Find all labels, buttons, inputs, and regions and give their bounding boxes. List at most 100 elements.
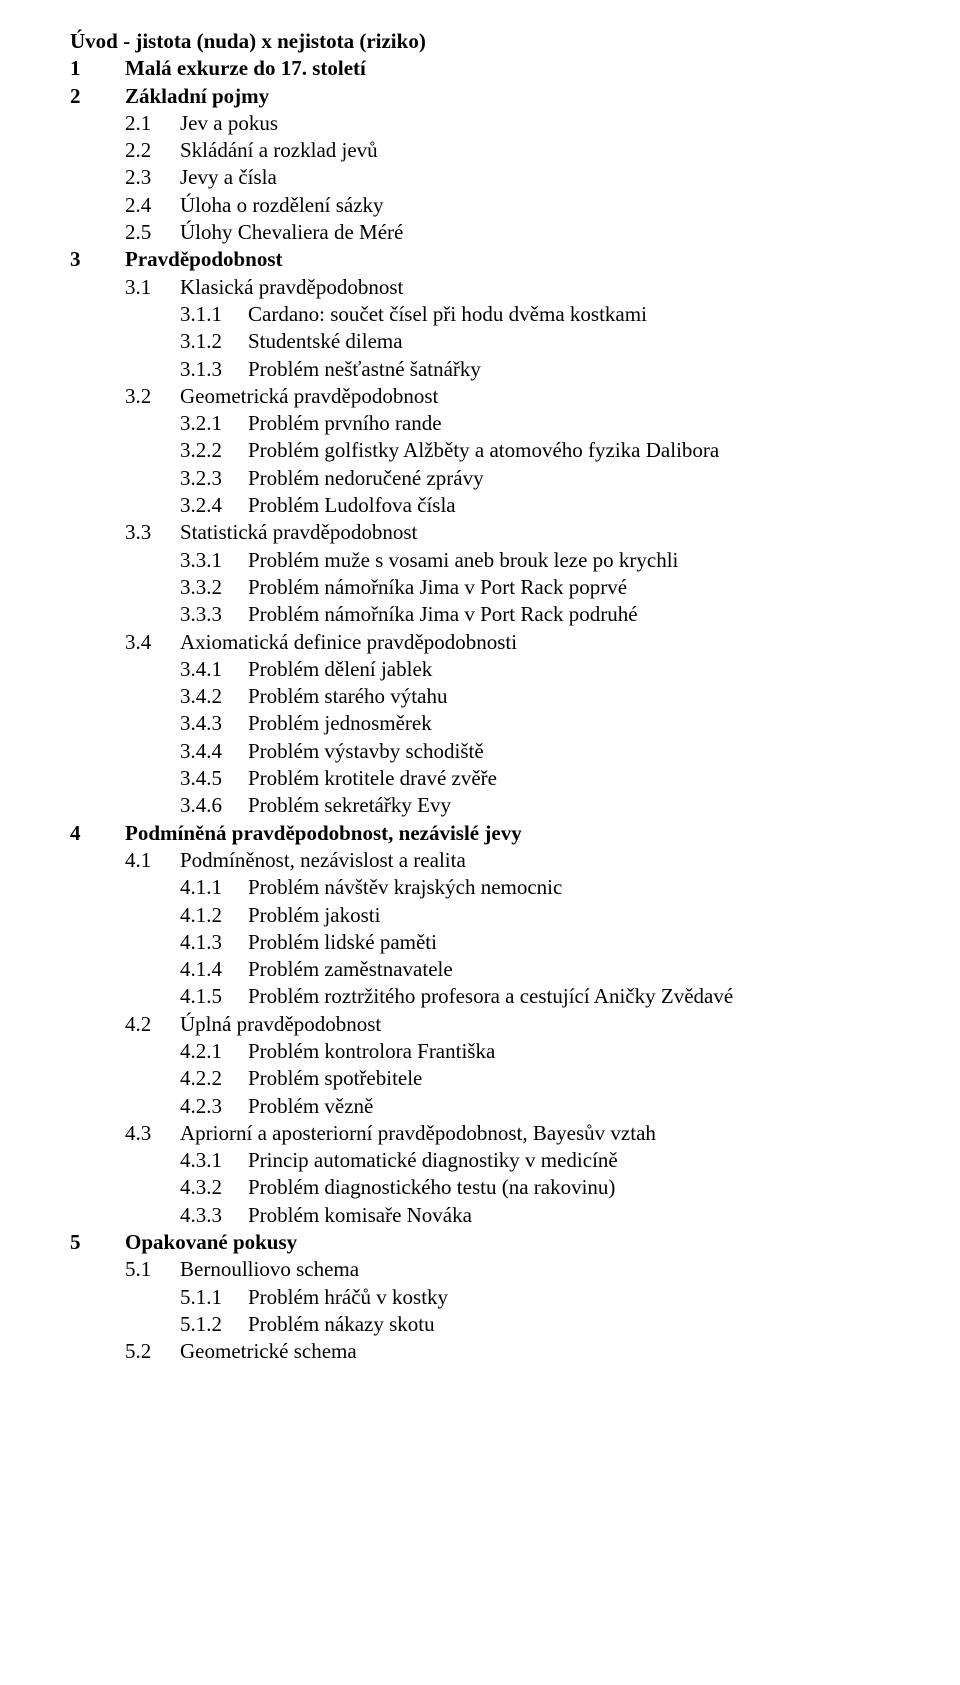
toc-title: Základní pojmy	[125, 83, 269, 110]
toc-line: 4.2.1Problém kontrolora Františka	[70, 1038, 910, 1065]
toc-line: 4.3.3Problém komisaře Nováka	[70, 1202, 910, 1229]
toc-title: Problém komisaře Nováka	[248, 1202, 472, 1229]
toc-line: 3.4.4Problém výstavby schodiště	[70, 738, 910, 765]
toc-title: Geometrická pravděpodobnost	[180, 383, 438, 410]
toc-number: 3	[70, 246, 125, 273]
toc-title: Úloha o rozdělení sázky	[180, 192, 384, 219]
toc-line: 3.4.5Problém krotitele dravé zvěře	[70, 765, 910, 792]
toc-line: 2.4Úloha o rozdělení sázky	[70, 192, 910, 219]
toc-title: Problém jednosměrek	[248, 710, 432, 737]
toc-line: 4.1.3Problém lidské paměti	[70, 929, 910, 956]
toc-line: 4.3.1Princip automatické diagnostiky v m…	[70, 1147, 910, 1174]
toc-title: Problém Ludolfova čísla	[248, 492, 456, 519]
toc-title: Problém nešťastné šatnářky	[248, 356, 481, 383]
toc-line: 4.1.2Problém jakosti	[70, 902, 910, 929]
toc-line: 5.1Bernoulliovo schema	[70, 1256, 910, 1283]
toc-line: 2.3Jevy a čísla	[70, 164, 910, 191]
toc-title: Problém nákazy skotu	[248, 1311, 435, 1338]
toc-line: 3Pravděpodobnost	[70, 246, 910, 273]
table-of-contents: Úvod - jistota (nuda) x nejistota (rizik…	[70, 28, 910, 1366]
toc-title: Problém kontrolora Františka	[248, 1038, 495, 1065]
toc-title: Problém lidské paměti	[248, 929, 437, 956]
toc-line: 5.2Geometrické schema	[70, 1338, 910, 1365]
toc-title: Skládání a rozklad jevů	[180, 137, 378, 164]
toc-number: 3.2.1	[180, 410, 248, 437]
toc-line: 3.2.3Problém nedoručené zprávy	[70, 465, 910, 492]
toc-number: 3.2.4	[180, 492, 248, 519]
toc-number: 4.2.3	[180, 1093, 248, 1120]
toc-number: 3.4.1	[180, 656, 248, 683]
toc-line: 2Základní pojmy	[70, 83, 910, 110]
toc-title: Problém jakosti	[248, 902, 380, 929]
toc-title: Axiomatická definice pravděpodobnosti	[180, 629, 517, 656]
toc-number: 3.1.1	[180, 301, 248, 328]
toc-title: Problém výstavby schodiště	[248, 738, 484, 765]
toc-line: 3.3.3Problém námořníka Jima v Port Rack …	[70, 601, 910, 628]
toc-line: 2.1Jev a pokus	[70, 110, 910, 137]
toc-number: 4.1.1	[180, 874, 248, 901]
toc-line: 3.2.1Problém prvního rande	[70, 410, 910, 437]
toc-title: Jevy a čísla	[180, 164, 277, 191]
toc-title: Podmíněná pravděpodobnost, nezávislé jev…	[125, 820, 522, 847]
toc-title: Opakované pokusy	[125, 1229, 297, 1256]
toc-title: Podmíněnost, nezávislost a realita	[180, 847, 466, 874]
toc-number: 4.3.1	[180, 1147, 248, 1174]
toc-title: Jev a pokus	[180, 110, 278, 137]
toc-number: 3.3.1	[180, 547, 248, 574]
toc-title: Problém spotřebitele	[248, 1065, 422, 1092]
toc-number: 2.3	[125, 164, 180, 191]
toc-title: Problém hráčů v kostky	[248, 1284, 448, 1311]
toc-title: Statistická pravděpodobnost	[180, 519, 417, 546]
toc-number: 4.1	[125, 847, 180, 874]
toc-title: Úlohy Chevaliera de Méré	[180, 219, 403, 246]
toc-number: 4.2.2	[180, 1065, 248, 1092]
toc-number: 4.1.3	[180, 929, 248, 956]
toc-number: 2.4	[125, 192, 180, 219]
toc-number: 5.1.1	[180, 1284, 248, 1311]
toc-number: 3.1.2	[180, 328, 248, 355]
toc-line: 3.3.2Problém námořníka Jima v Port Rack …	[70, 574, 910, 601]
toc-title: Problém vězně	[248, 1093, 373, 1120]
toc-line: 3.4.3Problém jednosměrek	[70, 710, 910, 737]
toc-number: 5.1.2	[180, 1311, 248, 1338]
toc-line: 2.2Skládání a rozklad jevů	[70, 137, 910, 164]
toc-number: 3.2.3	[180, 465, 248, 492]
toc-line: 5.1.1Problém hráčů v kostky	[70, 1284, 910, 1311]
toc-number: 5.2	[125, 1338, 180, 1365]
toc-title: Problém diagnostického testu (na rakovin…	[248, 1174, 615, 1201]
toc-line: 3.2.4Problém Ludolfova čísla	[70, 492, 910, 519]
toc-line: 4.2.2Problém spotřebitele	[70, 1065, 910, 1092]
toc-number: 2.2	[125, 137, 180, 164]
toc-line: 3.1Klasická pravděpodobnost	[70, 274, 910, 301]
toc-number: 3.4.6	[180, 792, 248, 819]
toc-title: Princip automatické diagnostiky v medicí…	[248, 1147, 618, 1174]
toc-line: 3.3.1Problém muže s vosami aneb brouk le…	[70, 547, 910, 574]
toc-title: Problém nedoručené zprávy	[248, 465, 484, 492]
toc-title: Apriorní a aposteriorní pravděpodobnost,…	[180, 1120, 656, 1147]
toc-line: 3.2.2Problém golfistky Alžběty a atomové…	[70, 437, 910, 464]
toc-title: Studentské dilema	[248, 328, 403, 355]
toc-title: Problém námořníka Jima v Port Rack poprv…	[248, 574, 627, 601]
toc-title: Problém starého výtahu	[248, 683, 447, 710]
toc-number: 3.3.2	[180, 574, 248, 601]
toc-title: Problém zaměstnavatele	[248, 956, 453, 983]
toc-title: Problém golfistky Alžběty a atomového fy…	[248, 437, 719, 464]
toc-title: Cardano: součet čísel při hodu dvěma kos…	[248, 301, 647, 328]
toc-number: 3.2	[125, 383, 180, 410]
toc-number: 4.1.4	[180, 956, 248, 983]
toc-line: 3.4.6Problém sekretářky Evy	[70, 792, 910, 819]
toc-number: 4.3.3	[180, 1202, 248, 1229]
toc-title: Problém sekretářky Evy	[248, 792, 451, 819]
toc-number: 3.4.5	[180, 765, 248, 792]
toc-number: 3.4.3	[180, 710, 248, 737]
toc-number: 3.4.4	[180, 738, 248, 765]
toc-title: Problém návštěv krajských nemocnic	[248, 874, 562, 901]
toc-number: 1	[70, 55, 125, 82]
toc-number: 2.1	[125, 110, 180, 137]
toc-line: 5.1.2Problém nákazy skotu	[70, 1311, 910, 1338]
toc-number: 2.5	[125, 219, 180, 246]
toc-title: Bernoulliovo schema	[180, 1256, 359, 1283]
toc-number: 3.2.2	[180, 437, 248, 464]
toc-line: 4.1Podmíněnost, nezávislost a realita	[70, 847, 910, 874]
toc-number: 4.1.2	[180, 902, 248, 929]
